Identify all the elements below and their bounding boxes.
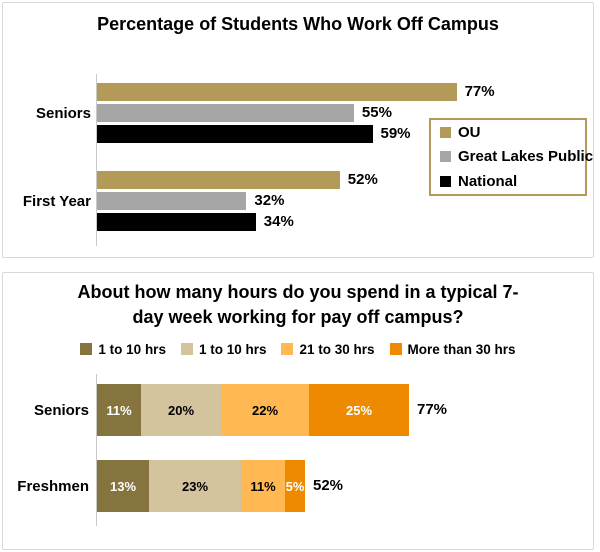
segment-freshmen-1-to-10-hrs-1: 23% xyxy=(149,460,241,512)
legend-swatch-national-icon xyxy=(440,176,451,188)
legend-item-2-21-to-30-hrs: 21 to 30 hrs xyxy=(281,341,375,357)
chart2-plot-area: 11% 20% 22% 25% 77% 13% 23% 11% 5% 52% xyxy=(96,374,579,526)
bar-label-seniors-national: 59% xyxy=(380,125,411,142)
legend-label-ou: OU xyxy=(458,123,481,141)
category-label-seniors: Seniors xyxy=(33,401,89,419)
segment-freshmen-1-to-10-hrs-0: 13% xyxy=(97,460,149,512)
legend-item-0-1-to-10-hrs: 1 to 10 hrs xyxy=(80,342,166,357)
chart1-legend: OU Great Lakes Public National xyxy=(429,118,593,196)
chart1-title: Percentage of Students Who Work Off Camp… xyxy=(97,14,499,34)
legend-swatch-3-more-than-30-hrs-icon xyxy=(389,343,402,355)
segment-seniors-more-than-30-hrs-3: 25% xyxy=(309,384,409,436)
legend-item-1-1-to-10-hrs: 1 to 10 hrs xyxy=(180,341,267,357)
bar-label-seniors-great-lakes-public: 55% xyxy=(361,104,392,121)
category-label-freshmen: Freshmen xyxy=(17,477,89,495)
legend-label-0-1-to-10-hrs: 1 to 10 hrs xyxy=(98,341,166,357)
legend-item-great-lakes-public: Great Lakes Public xyxy=(440,148,593,165)
legend-item-3-more-than-30-hrs: More than 30 hrs xyxy=(389,341,516,357)
chart1-plot-area: 77% 52% 55% 32% 59% 34% xyxy=(96,74,575,246)
segment-freshmen-more-than-30-hrs-3: 5% xyxy=(285,460,305,512)
bar-label-first-year-national: 34% xyxy=(263,213,294,230)
chart2-legend: 1 to 10 hrs 1 to 10 hrs 21 to 30 hrs More t… xyxy=(3,339,593,359)
legend-label-1-1-to-10-hrs: 1 to 10 hrs xyxy=(198,341,267,357)
legend-label-national: National xyxy=(458,173,518,191)
category-label-seniors: Seniors xyxy=(35,104,91,122)
segment-seniors-1-to-10-hrs-1: 20% xyxy=(141,384,221,436)
legend-label-3-more-than-30-hrs: More than 30 hrs xyxy=(407,341,516,357)
chart2-title-line2: day week working for pay off campus? xyxy=(132,307,464,327)
bar-label-seniors-ou: 77% xyxy=(464,83,495,100)
legend-swatch-ou-icon xyxy=(440,126,451,138)
legend-swatch-1-1-to-10-hrs-icon xyxy=(180,343,193,355)
bar-seniors-ou xyxy=(97,83,457,101)
bar-label-first-year-great-lakes-public: 32% xyxy=(254,192,285,209)
chart2-title-line1: About how many hours do you spend in a t… xyxy=(77,282,519,302)
legend-label-2-21-to-30-hrs: 21 to 30 hrs xyxy=(299,341,375,357)
legend-swatch-2-21-to-30-hrs-icon xyxy=(281,343,294,355)
bar-first-year-great-lakes-public xyxy=(97,192,247,210)
total-label-seniors: 77% xyxy=(417,401,448,418)
bar-first-year-national xyxy=(97,213,256,231)
bar-seniors-national xyxy=(97,125,373,143)
chart-panel-hours-worked: About how many hours do you spend in a t… xyxy=(2,272,594,550)
total-label-freshmen: 52% xyxy=(313,477,344,494)
chart-panel-work-off-campus: Percentage of Students Who Work Off Camp… xyxy=(2,2,594,258)
bar-seniors-great-lakes-public xyxy=(97,104,354,122)
legend-item-ou: OU xyxy=(440,124,585,141)
segment-seniors-21-to-30-hrs-2: 22% xyxy=(221,384,309,436)
legend-swatch-0-1-to-10-hrs-icon xyxy=(80,343,93,355)
segment-seniors-1-to-10-hrs-0: 11% xyxy=(97,384,141,436)
legend-swatch-great-lakes-public-icon xyxy=(440,151,451,163)
legend-label-great-lakes-public: Great Lakes Public xyxy=(458,148,594,166)
bar-label-first-year-ou: 52% xyxy=(347,171,378,188)
category-label-first-year: First Year xyxy=(22,192,91,210)
bar-first-year-ou xyxy=(97,171,340,189)
segment-freshmen-21-to-30-hrs-2: 11% xyxy=(241,460,285,512)
chart2-title: About how many hours do you spend in a t… xyxy=(3,280,593,330)
legend-item-national: National xyxy=(440,173,585,190)
